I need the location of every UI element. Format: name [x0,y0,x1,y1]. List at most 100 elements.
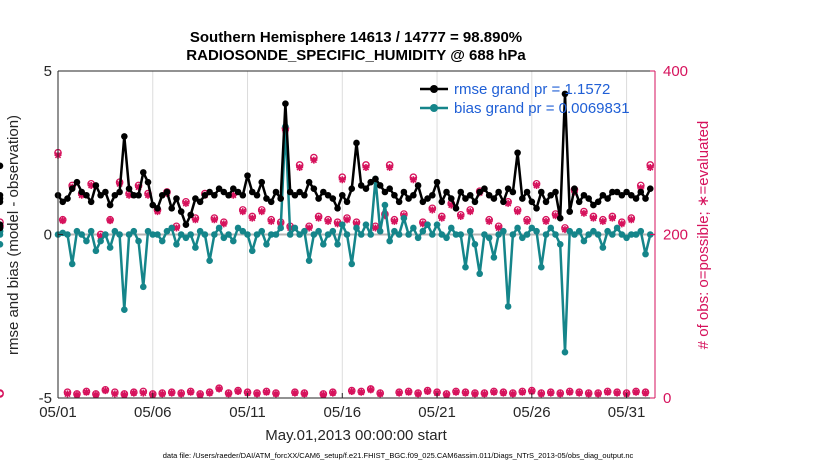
rmse-point [310,185,318,193]
rmse-point [556,214,564,222]
rmse-point [495,188,502,196]
obs-evaluated-marker [452,388,460,396]
rmse-point [144,178,152,186]
obs-evaluated-marker [443,391,451,399]
rmse-point [305,178,313,186]
obs-evaluated-marker [125,191,133,199]
rmse-point [68,185,76,193]
rmse-point [73,178,81,186]
bias-point [139,283,147,291]
obs-evaluated-marker [210,216,218,224]
bias-point [362,221,370,228]
bias-point [533,227,540,235]
rmse-point [637,188,645,196]
bias-point [391,227,398,235]
bias-point [367,231,375,238]
obs-evaluated-marker [504,199,512,207]
obs-evaluated-marker [637,184,645,192]
obs-evaluated-marker [599,217,607,225]
bias-point [168,224,176,232]
bias-point [267,231,275,238]
rmse-point [471,198,479,206]
obs-evaluated-marker [315,214,323,222]
bias-point [519,234,526,242]
rmse-point [0,195,4,202]
bias-point [381,201,389,209]
bias-point [353,224,360,232]
bias-point [182,234,190,242]
rmse-point [192,195,199,202]
bias-point [234,224,242,232]
obs-evaluated-marker [130,389,138,397]
rmse-point [372,175,379,183]
obs-evaluated-marker [348,387,356,395]
rmse-point [130,191,138,199]
bias-point [542,231,550,238]
obs-evaluated-marker [319,391,327,399]
rmse-point [334,205,341,212]
bias-point [395,231,403,238]
bias-point [310,231,318,238]
y-left-tick-label: 5 [44,63,52,80]
obs-evaluated-marker [608,214,616,222]
rmse-point [585,195,592,202]
obs-evaluated-marker [646,163,654,171]
bias-point [83,237,90,245]
x-tick-label: 05/31 [608,404,646,421]
obs-evaluated-marker [120,391,128,399]
rmse-point [64,195,71,202]
rmse-point [391,191,398,199]
rmse-point [0,224,4,232]
bias-point [272,231,280,238]
obs-evaluated-marker [561,226,569,234]
rmse-point [225,191,232,199]
bias-point [386,237,393,245]
y-left-tick-label: 0 [44,227,52,244]
rmse-point [367,178,375,186]
rmse-point [320,188,327,196]
y-axis-left-label: rmse and bias (model - observation) [5,115,22,355]
rmse-point [500,198,507,206]
x-tick-label: 05/21 [418,404,456,421]
rmse-point [158,191,166,199]
obs-evaluated-marker [471,390,479,398]
obs-evaluated-marker [300,390,308,398]
bias-point [149,231,157,238]
bias-point [338,221,346,228]
rmse-point [424,195,431,202]
bias-point [628,231,635,238]
rmse-point [571,185,578,193]
rmse-point [230,185,237,193]
rmse-point [528,198,536,206]
bias-point [68,260,76,268]
obs-evaluated-marker [262,388,270,396]
rmse-point [201,191,209,199]
obs-evaluated-marker [542,217,550,225]
rmse-point [642,195,649,202]
obs-evaluated-marker [367,386,375,394]
bias-point [476,270,483,278]
bias-point [556,241,564,248]
obs-evaluated-marker [362,163,370,171]
bias-point [452,231,460,238]
obs-possible-marker [0,222,4,231]
obs-possible-marker [0,390,4,398]
legend-rmse-label: rmse grand pr = 1.1572 [454,81,610,98]
bias-point [632,231,640,238]
obs-evaluated-marker [395,389,403,397]
rmse-point [239,191,247,199]
rmse-point [348,185,356,193]
obs-evaluated-marker [371,224,379,232]
bias-point [116,231,123,238]
obs-evaluated-marker [485,217,493,225]
rmse-point [438,198,446,206]
bias-point [301,227,308,235]
bias-point [618,231,626,238]
obs-evaluated-marker [419,220,427,228]
bias-point [305,257,313,264]
bias-point [277,224,284,232]
bias-point [485,234,493,242]
rmse-point [173,195,180,202]
rmse-point [376,182,384,189]
